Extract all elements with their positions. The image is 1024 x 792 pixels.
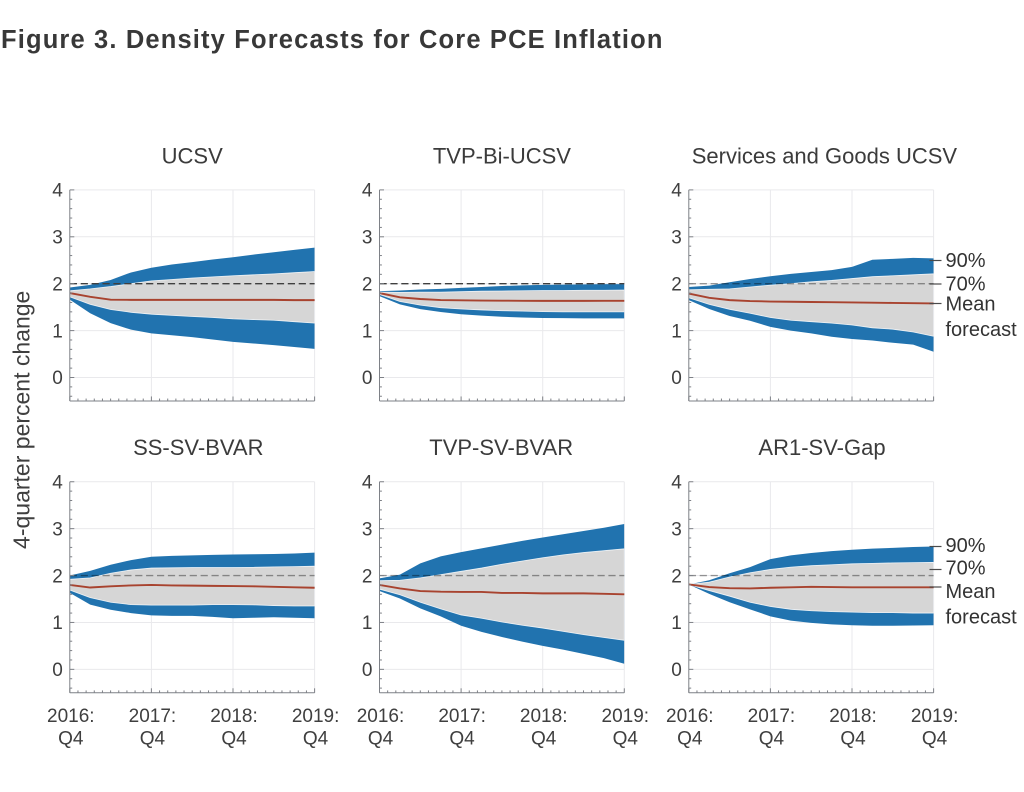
svg-text:forecast: forecast (946, 319, 1018, 341)
svg-text:4: 4 (671, 181, 682, 202)
svg-text:Q4: Q4 (368, 729, 394, 750)
svg-text:Q4: Q4 (140, 729, 166, 750)
svg-text:4: 4 (52, 181, 63, 202)
svg-text:4: 4 (362, 472, 373, 493)
svg-text:2: 2 (52, 274, 63, 295)
svg-text:2: 2 (671, 274, 682, 295)
svg-text:90%: 90% (946, 250, 986, 272)
svg-text:2017:: 2017: (748, 706, 796, 727)
svg-text:4: 4 (52, 472, 63, 493)
svg-text:70%: 70% (946, 558, 986, 580)
svg-text:Q4: Q4 (840, 729, 866, 750)
svg-text:Mean: Mean (946, 581, 996, 603)
svg-text:2: 2 (362, 274, 373, 295)
svg-text:1: 1 (362, 613, 373, 634)
svg-text:2: 2 (52, 566, 63, 587)
svg-text:0: 0 (52, 660, 63, 681)
svg-text:0: 0 (671, 660, 682, 681)
svg-text:2019:: 2019: (602, 706, 650, 727)
svg-text:3: 3 (52, 228, 63, 249)
svg-text:2016:: 2016: (357, 706, 405, 727)
svg-text:2: 2 (671, 566, 682, 587)
svg-text:0: 0 (362, 368, 373, 389)
svg-text:forecast: forecast (946, 607, 1018, 629)
svg-text:1: 1 (362, 321, 373, 342)
svg-text:1: 1 (52, 613, 63, 634)
svg-text:Q4: Q4 (221, 729, 247, 750)
svg-text:3: 3 (671, 519, 682, 540)
svg-text:3: 3 (362, 228, 373, 249)
svg-text:4: 4 (362, 181, 373, 202)
svg-text:Q4: Q4 (922, 729, 948, 750)
svg-text:2017:: 2017: (129, 706, 177, 727)
svg-text:2018:: 2018: (210, 706, 258, 727)
svg-text:AR1-SV-Gap: AR1-SV-Gap (758, 435, 885, 460)
svg-text:Q4: Q4 (677, 729, 703, 750)
svg-text:2018:: 2018: (829, 706, 877, 727)
svg-text:TVP-SV-BVAR: TVP-SV-BVAR (429, 435, 573, 460)
svg-text:2019:: 2019: (911, 706, 959, 727)
svg-text:3: 3 (52, 519, 63, 540)
svg-text:0: 0 (671, 368, 682, 389)
svg-text:Mean: Mean (946, 294, 996, 316)
svg-text:UCSV: UCSV (162, 144, 223, 169)
svg-text:Q4: Q4 (531, 729, 557, 750)
svg-text:4-quarter percent change: 4-quarter percent change (9, 291, 35, 549)
svg-text:Q4: Q4 (613, 729, 639, 750)
svg-text:Q4: Q4 (759, 729, 785, 750)
svg-text:1: 1 (671, 321, 682, 342)
svg-text:SS-SV-BVAR: SS-SV-BVAR (133, 435, 263, 460)
svg-text:4: 4 (671, 472, 682, 493)
svg-text:2017:: 2017: (438, 706, 486, 727)
svg-text:90%: 90% (946, 535, 986, 557)
svg-text:3: 3 (362, 519, 373, 540)
svg-text:Q4: Q4 (303, 729, 329, 750)
svg-text:2016:: 2016: (47, 706, 95, 727)
svg-text:2019:: 2019: (292, 706, 340, 727)
svg-text:TVP-Bi-UCSV: TVP-Bi-UCSV (433, 144, 571, 169)
svg-text:2: 2 (362, 566, 373, 587)
svg-text:Q4: Q4 (449, 729, 475, 750)
svg-text:1: 1 (52, 321, 63, 342)
svg-text:0: 0 (362, 660, 373, 681)
svg-text:3: 3 (671, 228, 682, 249)
svg-text:70%: 70% (946, 274, 986, 296)
svg-text:Figure 3. Density Forecasts fo: Figure 3. Density Forecasts for Core PCE… (1, 26, 664, 54)
svg-text:Services and Goods UCSV: Services and Goods UCSV (692, 144, 958, 169)
svg-text:1: 1 (671, 613, 682, 634)
svg-text:2016:: 2016: (666, 706, 714, 727)
svg-text:0: 0 (52, 368, 63, 389)
svg-text:2018:: 2018: (520, 706, 568, 727)
svg-text:Q4: Q4 (58, 729, 84, 750)
